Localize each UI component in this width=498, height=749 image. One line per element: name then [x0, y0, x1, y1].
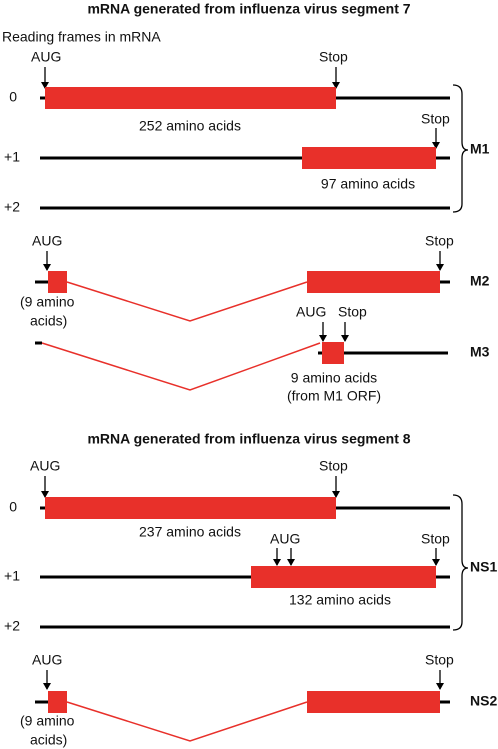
frame-label: 0 [9, 499, 17, 515]
orf [307, 271, 440, 293]
aug-label: AUG [296, 304, 326, 320]
aug-label: AUG [32, 233, 62, 249]
stop-label: Stop [425, 233, 454, 249]
note: 9 amino acids [291, 370, 377, 386]
orf [48, 271, 67, 293]
protein-label: M1 [470, 141, 490, 157]
stop-label: Stop [421, 531, 450, 547]
title: mRNA generated from influenza virus segm… [87, 1, 410, 17]
note: (from M1 ORF) [287, 388, 381, 404]
orf [322, 342, 344, 364]
protein-label: NS1 [470, 559, 497, 575]
frame-label: +1 [4, 149, 20, 165]
title: mRNA generated from influenza virus segm… [87, 431, 410, 447]
orf [48, 691, 67, 713]
stop-label: Stop [338, 304, 367, 320]
splice [41, 342, 321, 391]
protein-label: M3 [470, 344, 490, 360]
orf-label: 132 amino acids [289, 592, 391, 608]
splice [66, 701, 308, 742]
frame-label: +1 [4, 568, 20, 584]
aug-label: AUG [30, 458, 60, 474]
stop-label: Stop [421, 111, 450, 127]
stop-label: Stop [319, 458, 348, 474]
subtitle: Reading frames in mRNA [2, 29, 161, 45]
orf [45, 87, 336, 109]
note: (9 amino [20, 713, 75, 729]
frame-label: +2 [4, 199, 20, 215]
note: acids) [30, 732, 67, 748]
orf [45, 497, 336, 519]
stop-label: Stop [319, 49, 348, 65]
aug-label: AUG [32, 652, 62, 668]
orf-label: 97 amino acids [321, 176, 415, 192]
note: acids) [30, 313, 67, 329]
splice [66, 281, 308, 322]
brace [452, 494, 469, 631]
orf [302, 147, 436, 169]
aug-label: AUG [270, 531, 300, 547]
aug-label: AUG [31, 49, 61, 65]
orf-label: 252 amino acids [139, 118, 241, 134]
frame-label: 0 [9, 89, 17, 105]
orf [251, 566, 436, 588]
orf [307, 691, 440, 713]
orf-label: 237 amino acids [139, 524, 241, 540]
brace [452, 84, 469, 213]
frame-label: +2 [4, 618, 20, 634]
note: (9 amino [20, 294, 75, 310]
stop-label: Stop [425, 652, 454, 668]
protein-label: M2 [470, 273, 490, 289]
protein-label: NS2 [470, 693, 497, 709]
